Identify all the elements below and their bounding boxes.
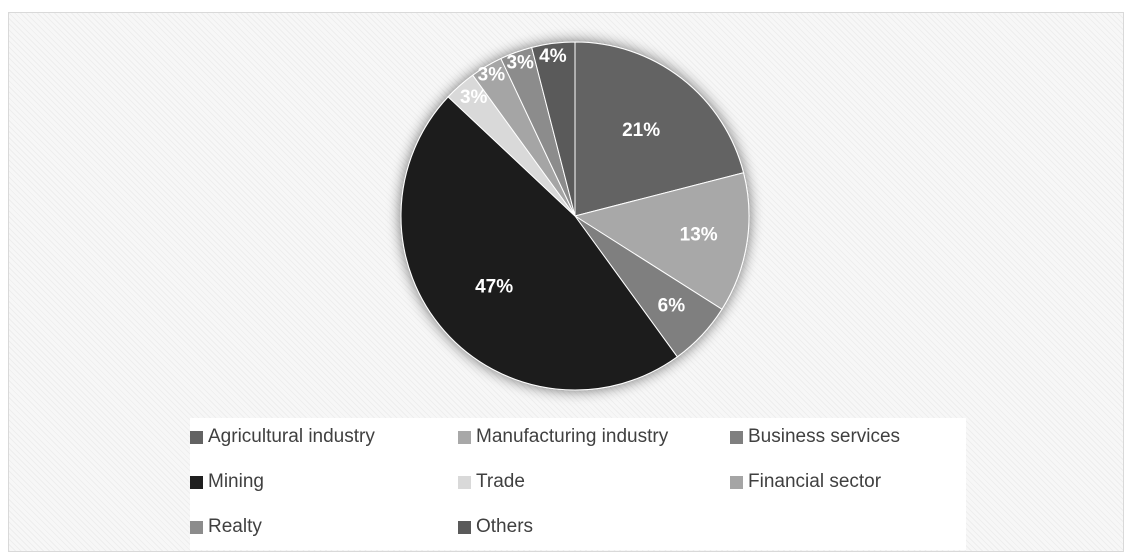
legend-item-agricultural-industry: Agricultural industry [190,424,375,450]
legend-label: Realty [208,516,262,537]
legend-item-business-services: Business services [730,424,900,450]
legend-swatch [458,430,471,444]
legend-label: Agricultural industry [208,426,375,447]
legend-label: Others [476,516,534,537]
legend-label: Mining [208,471,264,492]
data-label-mining: 47% [475,276,513,297]
legend-item-mining: Mining [190,469,264,495]
data-label-financial-sector: 3% [478,65,506,86]
legend-item-manufacturing-industry: Manufacturing industry [458,424,668,450]
legend-swatch [458,475,471,489]
legend-item-financial-sector: Financial sector [730,469,881,495]
data-label-agricultural-industry: 21% [622,120,660,141]
legend: Agricultural industry Manufacturing indus… [190,418,966,550]
legend-label: Financial sector [748,471,882,492]
legend-swatch [190,520,203,534]
data-label-realty: 3% [506,53,534,74]
pie-slice-others [531,41,576,217]
legend-swatch [190,475,203,489]
legend-item-trade: Trade [458,469,525,495]
data-label-manufacturing-industry: 13% [680,225,718,246]
data-label-business-services: 6% [658,296,686,317]
legend-label: Manufacturing industry [476,426,669,447]
legend-item-realty: Realty [190,514,262,540]
legend-swatch [730,475,743,489]
legend-label: Trade [476,471,525,492]
legend-swatch [730,430,743,444]
pie-slice-manufacturing-industry [573,172,750,310]
pie-slice-mining [400,96,678,391]
legend-item-others: Others [458,514,533,540]
data-label-others: 4% [539,46,567,67]
legend-swatch [458,520,471,534]
data-label-trade: 3% [460,87,488,108]
legend-swatch [190,430,203,444]
legend-label: Business services [748,426,901,447]
pie-slice-agricultural-industry [574,41,745,217]
